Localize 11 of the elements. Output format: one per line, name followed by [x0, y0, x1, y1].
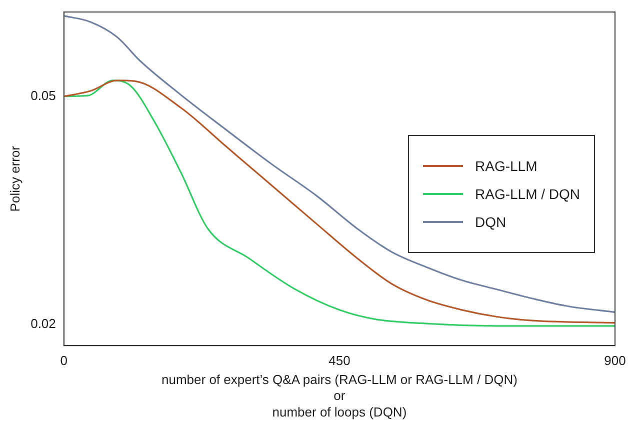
legend-label: RAG-LLM	[475, 158, 538, 174]
line-series	[64, 15, 615, 314]
x-tick-label: 0	[60, 353, 68, 368]
x-tick-label: 450	[328, 353, 350, 368]
legend-label: DQN	[475, 214, 506, 230]
x-axis-title: number of expert’s Q&A pairs (RAG-LLM or RAG-LLM / DQN) or number of loops (DQN)	[161, 372, 518, 420]
y-tick-label: 0.02	[30, 316, 56, 331]
x-tick-label: 900	[604, 353, 626, 368]
y-axis-title: Policy error	[7, 145, 22, 212]
y-tick-label: 0.05	[30, 88, 56, 103]
legend-label: RAG-LLM / DQN	[475, 186, 580, 202]
